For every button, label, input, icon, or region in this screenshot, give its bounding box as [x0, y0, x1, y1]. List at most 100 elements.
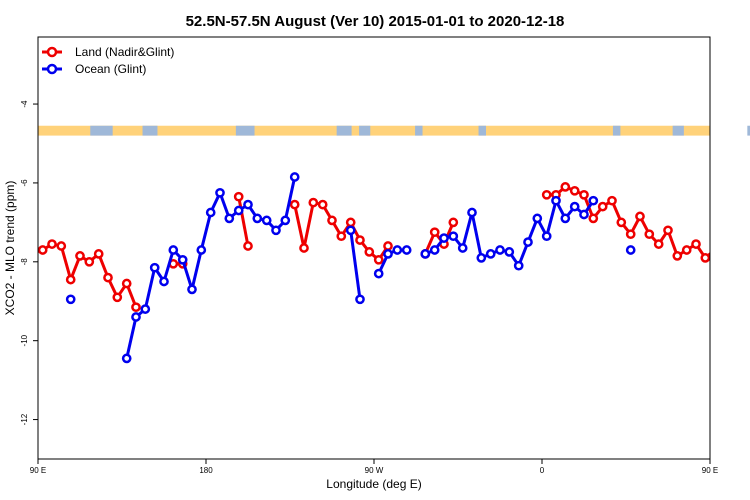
data-point [420, 249, 431, 259]
data-point [327, 215, 337, 226]
data-point [271, 225, 281, 236]
chart-title: 52.5N-57.5N August (Ver 10) 2015-01-01 t… [186, 13, 565, 30]
data-point [551, 195, 561, 206]
y-axis-label: XCO2 - MLO trend (ppm) [3, 181, 17, 316]
data-point [597, 201, 608, 212]
data-point [364, 247, 375, 257]
data-point [644, 229, 655, 240]
y-tick-label: -12 [20, 413, 29, 425]
data-point [541, 231, 552, 242]
x-tick-label: 90 E [30, 466, 46, 475]
data-point [336, 231, 347, 242]
data-point [355, 235, 365, 245]
landmask-ocean-patch [478, 125, 486, 136]
data-point [103, 272, 113, 283]
data-point [392, 245, 403, 255]
data-point [476, 253, 487, 263]
data-point [560, 213, 571, 224]
data-point [233, 205, 244, 216]
series-land [38, 182, 710, 313]
legend-land-label: Land (Nadir&Glint) [75, 45, 174, 59]
data-point [607, 195, 617, 206]
data-point [196, 245, 207, 255]
legend: Land (Nadir&Glint) Ocean (Glint) [42, 45, 174, 76]
data-point [131, 302, 141, 313]
y-axis: -12 -10 -8 -6 -4 [20, 100, 38, 425]
data-point [532, 213, 543, 224]
landmask-ocean-patch [747, 125, 750, 136]
data-point [653, 239, 664, 249]
data-point [159, 276, 169, 287]
legend-ocean-label: Ocean (Glint) [75, 62, 146, 76]
data-point [700, 253, 710, 263]
data-point [289, 199, 300, 210]
data-point [177, 254, 188, 265]
data-point [448, 231, 459, 242]
series-line [349, 230, 362, 300]
x-axis: 90 E 180 90 W 0 90 E [30, 459, 718, 475]
data-point [616, 217, 627, 228]
data-point [448, 217, 459, 228]
data-point [355, 294, 365, 305]
data-point [215, 187, 225, 198]
landmask-ocean-patch [90, 125, 113, 136]
data-point [429, 227, 440, 238]
data-point [75, 251, 85, 261]
data-point [168, 245, 179, 255]
x-axis-label: Longitude (deg E) [326, 477, 421, 491]
data-point [467, 207, 477, 218]
data-point [38, 245, 48, 255]
data-point [663, 225, 673, 236]
data-point [383, 241, 393, 251]
data-point [373, 254, 384, 265]
series-line [237, 196, 250, 247]
data-point [672, 251, 683, 261]
data-point [121, 353, 132, 364]
landmask-ocean-patch [142, 125, 158, 136]
data-point [569, 201, 580, 212]
legend-land-marker [46, 46, 58, 58]
data-point [495, 245, 505, 255]
data-point [635, 211, 645, 222]
data-point [439, 233, 449, 243]
landmask-ocean-patch [672, 125, 684, 136]
series-layer [38, 172, 710, 364]
data-point [579, 189, 589, 200]
plot-frame [37, 36, 711, 460]
y-tick-label: -8 [20, 258, 29, 266]
data-point [569, 185, 580, 196]
data-point [317, 199, 328, 210]
data-point [588, 213, 599, 224]
landmask-ocean-patch [612, 125, 621, 136]
data-point [681, 245, 692, 255]
data-point [224, 213, 235, 224]
landmask-base [38, 125, 710, 136]
data-point [429, 245, 440, 255]
data-point [345, 217, 356, 228]
landmask-ocean-patch [336, 125, 352, 136]
data-point [121, 278, 132, 289]
data-point [93, 249, 104, 259]
data-point [205, 207, 216, 218]
y-tick-label: -4 [20, 100, 29, 108]
data-point [457, 243, 468, 253]
x-tick-label: 0 [540, 466, 545, 475]
landmask-strip [38, 125, 750, 136]
data-point [691, 239, 701, 249]
y-tick-label: -10 [20, 334, 29, 346]
data-point [308, 197, 319, 208]
x-tick-label: 180 [199, 466, 213, 475]
x-tick-label: 90 E [702, 466, 718, 475]
data-point [373, 268, 384, 279]
data-point [47, 239, 57, 249]
data-point [140, 304, 151, 314]
data-point [485, 249, 496, 259]
data-point [56, 241, 67, 251]
data-point [541, 189, 552, 200]
landmask-ocean-patch [415, 125, 423, 136]
data-point [252, 213, 263, 224]
data-point [625, 245, 636, 255]
landmask-ocean-patch [359, 125, 371, 136]
data-point [65, 294, 76, 305]
